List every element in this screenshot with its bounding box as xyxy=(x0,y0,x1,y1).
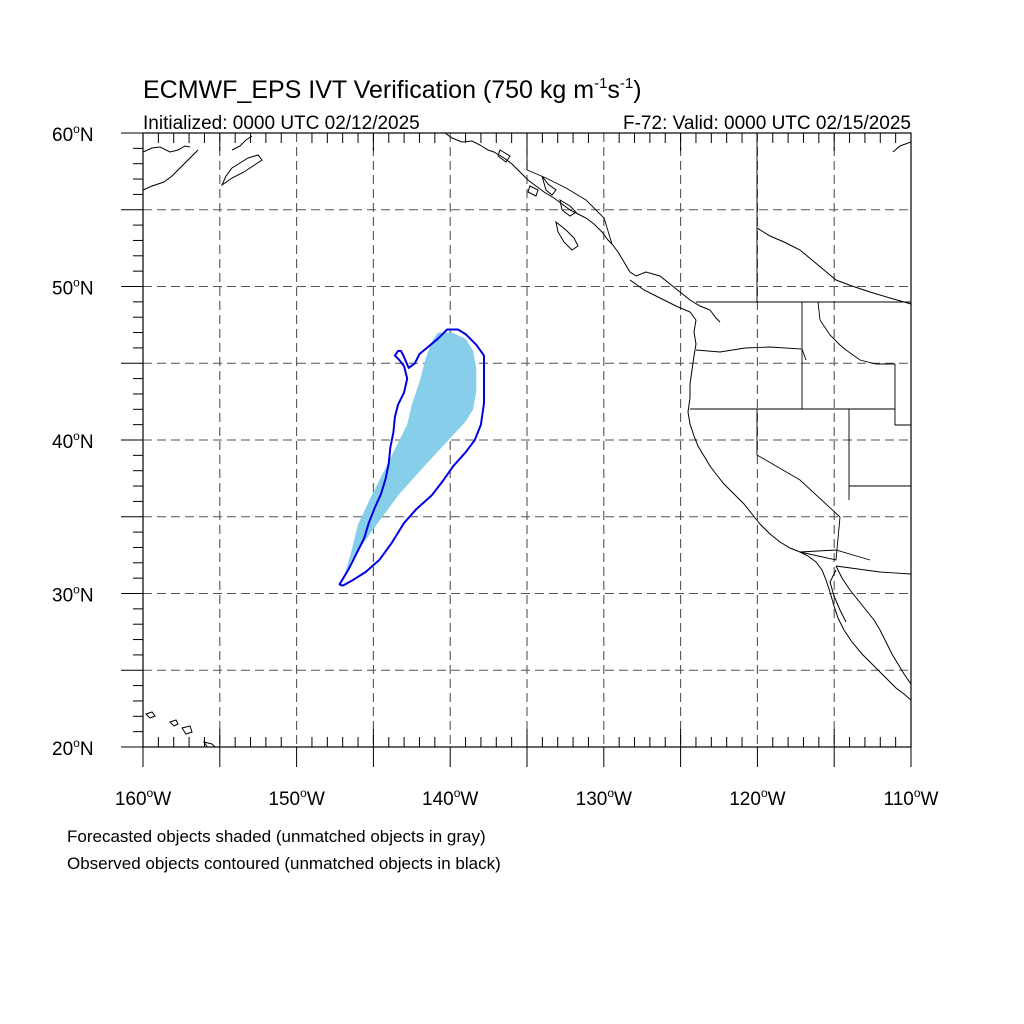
longitude-labels: 160oW 150oW 140oW 130oW 120oW 110oW xyxy=(115,786,939,810)
observed-object-contour xyxy=(338,328,485,587)
coastline-bc xyxy=(611,243,721,323)
oregon-california-border xyxy=(690,364,911,426)
alaska-canada-border xyxy=(526,133,613,245)
washington-oregon-border xyxy=(695,346,807,361)
arizona-border xyxy=(799,485,911,575)
figure-title: ECMWF_EPS IVT Verification (750 kg m-1s-… xyxy=(143,75,642,104)
forecast-object-shaded xyxy=(342,332,477,582)
lon-label: 120oW xyxy=(729,786,785,810)
lat-label: 60oN xyxy=(52,122,94,146)
lon-label: 140oW xyxy=(422,786,478,810)
coastline-baja xyxy=(829,565,911,685)
lon-label: 130oW xyxy=(576,786,632,810)
lon-label: 160oW xyxy=(115,786,171,810)
lon-label: 150oW xyxy=(268,786,324,810)
political-borders xyxy=(526,133,911,575)
ivt-objects xyxy=(338,328,485,587)
caption-forecast: Forecasted objects shaded (unmatched obj… xyxy=(67,827,486,846)
coastline-hawaii xyxy=(145,711,216,747)
axis-ticks xyxy=(121,132,912,767)
lat-label: 20oN xyxy=(52,736,94,760)
map-area xyxy=(143,133,911,747)
latitude-labels: 60oN 50oN 40oN 30oN 20oN xyxy=(52,122,94,760)
lon-label: 110oW xyxy=(884,786,939,810)
lat-label: 40oN xyxy=(52,429,94,453)
caption-observed: Observed objects contoured (unmatched ob… xyxy=(67,854,501,873)
initialized-label: Initialized: 0000 UTC 02/12/2025 xyxy=(143,113,420,134)
coastlines xyxy=(143,133,911,747)
coastline-northeast xyxy=(756,141,911,305)
idaho-borders xyxy=(801,301,895,409)
lat-label: 30oN xyxy=(52,583,94,607)
coastline-alaska xyxy=(143,133,613,245)
lat-label: 50oN xyxy=(52,276,94,300)
mexico-border xyxy=(799,549,871,561)
coastline-alaska-islands xyxy=(497,149,579,251)
coastline-us-west xyxy=(687,319,911,701)
lat-lon-grid xyxy=(143,133,911,747)
valid-label: F-72: Valid: 0000 UTC 02/15/2025 xyxy=(623,113,911,134)
nevada-border xyxy=(756,409,850,518)
